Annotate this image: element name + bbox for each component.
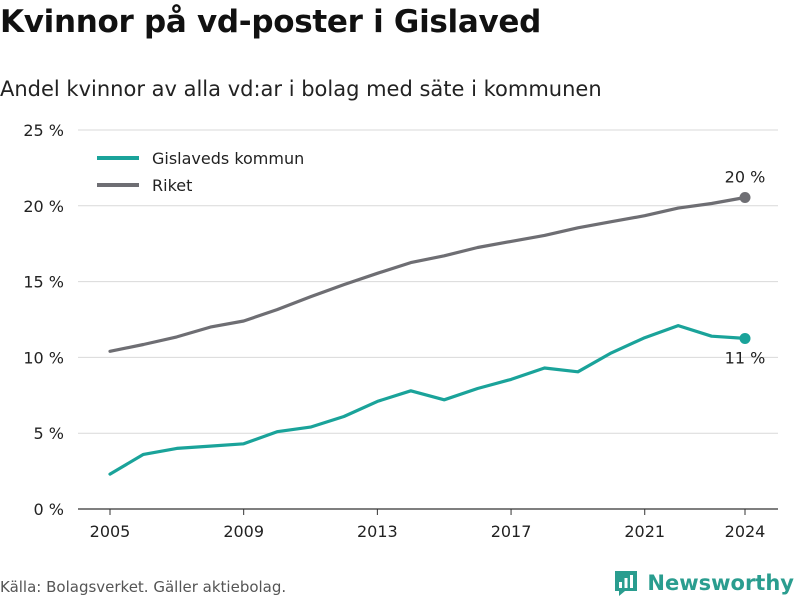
end-value-label: 11 %: [725, 348, 766, 367]
series-lines: 20 % 11 %: [108, 167, 766, 476]
grid-lines: [78, 129, 778, 510]
chart-subtitle: Andel kvinnor av alla vd:ar i bolag med …: [0, 77, 602, 101]
legend: Gislaveds kommun Riket: [97, 149, 304, 195]
line-chart: 0 %5 %10 %15 %20 %25 % 2005 2009 2013 2017 2…: [23, 121, 778, 541]
x-tick-label: 2009: [223, 522, 264, 541]
y-tick-label: 15 %: [23, 273, 64, 292]
y-tick-label: 25 %: [23, 121, 64, 140]
legend-label: Gislaveds kommun: [152, 149, 304, 168]
x-axis: 2005 2009 2013 2017 2021 2024: [90, 509, 766, 541]
brand-name: Newsworthy: [647, 571, 794, 595]
chart-title: Kvinnor på vd-poster i Gislaved: [0, 4, 542, 40]
y-tick-label: 0 %: [34, 500, 64, 519]
series-line: [108, 324, 747, 476]
x-tick-label: 2024: [725, 522, 766, 541]
x-tick-label: 2021: [624, 522, 665, 541]
end-point-marker: [739, 191, 751, 203]
end-point-marker: [739, 332, 751, 344]
series-line: [108, 195, 747, 353]
y-axis: 0 % 5 % 10 % 15 % 20 % 25 %: [23, 121, 64, 519]
y-tick-label: 20 %: [23, 197, 64, 216]
end-value-label: 20 %: [725, 167, 766, 186]
y-tick-label: 5 %: [34, 424, 64, 443]
x-tick-label: 2005: [90, 522, 131, 541]
y-tick-label: 10 %: [23, 348, 64, 367]
brand-logo: Newsworthy: [613, 568, 794, 598]
legend-label: Riket: [152, 176, 192, 195]
x-tick-label: 2013: [357, 522, 398, 541]
newsworthy-logo-icon: [615, 571, 638, 596]
x-tick-label: 2017: [491, 522, 532, 541]
source-note: Källa: Bolagsverket. Gäller aktiebolag.: [0, 578, 287, 596]
